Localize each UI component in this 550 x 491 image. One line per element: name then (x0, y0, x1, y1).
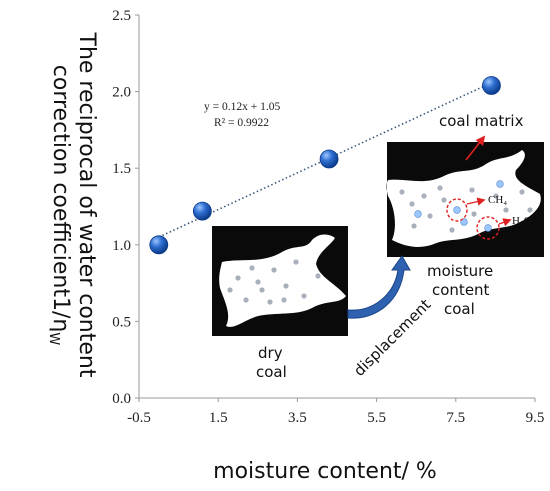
particle (281, 297, 287, 303)
moisture-coal-label-2: content (432, 281, 490, 299)
y-tick-label: 1.5 (112, 161, 131, 177)
x-axis-label: moisture content/ % (213, 459, 437, 484)
x-tick-label: 9.5 (526, 410, 545, 426)
dry-coal-inset (212, 226, 348, 336)
displacement-arrow (347, 255, 411, 319)
h2o-label: H₂O (512, 215, 532, 227)
particle (235, 275, 241, 281)
water-molecule (460, 218, 468, 226)
coal-matrix-label: coal matrix (439, 112, 524, 130)
particle (421, 193, 427, 199)
particle (255, 279, 261, 285)
x-tick-label: 3.5 (288, 410, 307, 426)
particle (411, 223, 417, 229)
y-tick-label: 2.5 (112, 8, 131, 24)
y-tick-label: 1.0 (112, 238, 131, 254)
trend-equation: y = 0.12x + 1.05 (204, 101, 280, 113)
moisture-coal-label-3: coal (444, 300, 475, 318)
ch4-label: CH₄ (488, 194, 507, 206)
particle (315, 273, 321, 279)
y-tick-label: 0.0 (112, 391, 131, 407)
water-molecule (496, 180, 504, 188)
water-molecule (453, 206, 461, 214)
x-tick-label: 5.5 (367, 410, 386, 426)
x-tick-label: -0.5 (127, 410, 151, 426)
data-point (149, 235, 169, 255)
water-molecule (414, 210, 422, 218)
y-axis-label-line-1: The reciprocal of water content (74, 32, 99, 378)
ch4-highlight-circle (446, 198, 468, 222)
particle (503, 207, 509, 213)
particle (527, 207, 533, 213)
particle (427, 213, 433, 219)
particle (267, 299, 273, 305)
y-tick-label: 2.0 (112, 85, 131, 101)
displacement-label: displacement (350, 296, 434, 380)
moisture-coal-inset: CH₄ H₂O (386, 142, 544, 257)
particle (301, 293, 307, 299)
data-points (149, 76, 501, 255)
dry-coal-label-2: coal (256, 363, 287, 381)
moisture-coal-matrix (386, 142, 544, 257)
r-squared: R² = 0.9922 (214, 117, 269, 129)
coal-matrix-arrow (465, 135, 486, 161)
particle (399, 189, 405, 195)
particle (243, 297, 249, 303)
y-axis-label-subscript: W (46, 332, 61, 345)
particle (259, 287, 265, 293)
h2o-pointer-arrow (498, 218, 512, 227)
particle (493, 193, 499, 199)
particle (441, 197, 447, 203)
x-tick-group: -0.5 1.5 3.5 5.5 7.5 9.5 (127, 398, 544, 426)
moisture-coal-particles (399, 180, 533, 233)
y-axis-label-line-2: correction coefficient1/ηW (46, 65, 73, 346)
particle (449, 227, 455, 233)
data-point (482, 76, 501, 95)
particle (471, 211, 477, 217)
moisture-coal-label-1: moisture (427, 262, 493, 280)
dry-coal-particles (227, 259, 321, 305)
h2o-highlight-circle (476, 216, 500, 240)
dry-coal-label-1: dry (258, 344, 283, 362)
y-tick-group: 0.0 0.5 1.0 1.5 2.0 2.5 (112, 8, 139, 407)
y-tick-label: 0.5 (112, 314, 131, 330)
x-tick-label: 1.5 (209, 410, 228, 426)
particle (271, 267, 277, 273)
data-point (192, 201, 212, 221)
data-point (319, 149, 339, 169)
particle (227, 287, 233, 293)
particle (469, 187, 475, 193)
particle (283, 283, 289, 289)
y-axis-label-line-2-main: correction coefficient1/η (48, 65, 73, 333)
particle (519, 189, 525, 195)
x-tick-label: 7.5 (446, 410, 465, 426)
particle (437, 185, 443, 191)
y-axis-label: The reciprocal of water content correcti… (46, 32, 99, 378)
trendline (158, 81, 492, 238)
particle (249, 265, 255, 271)
particle (293, 259, 299, 265)
dry-coal-matrix (212, 226, 348, 336)
ch4-pointer-arrow (466, 197, 486, 206)
water-molecule (484, 224, 492, 232)
particle (409, 201, 415, 207)
